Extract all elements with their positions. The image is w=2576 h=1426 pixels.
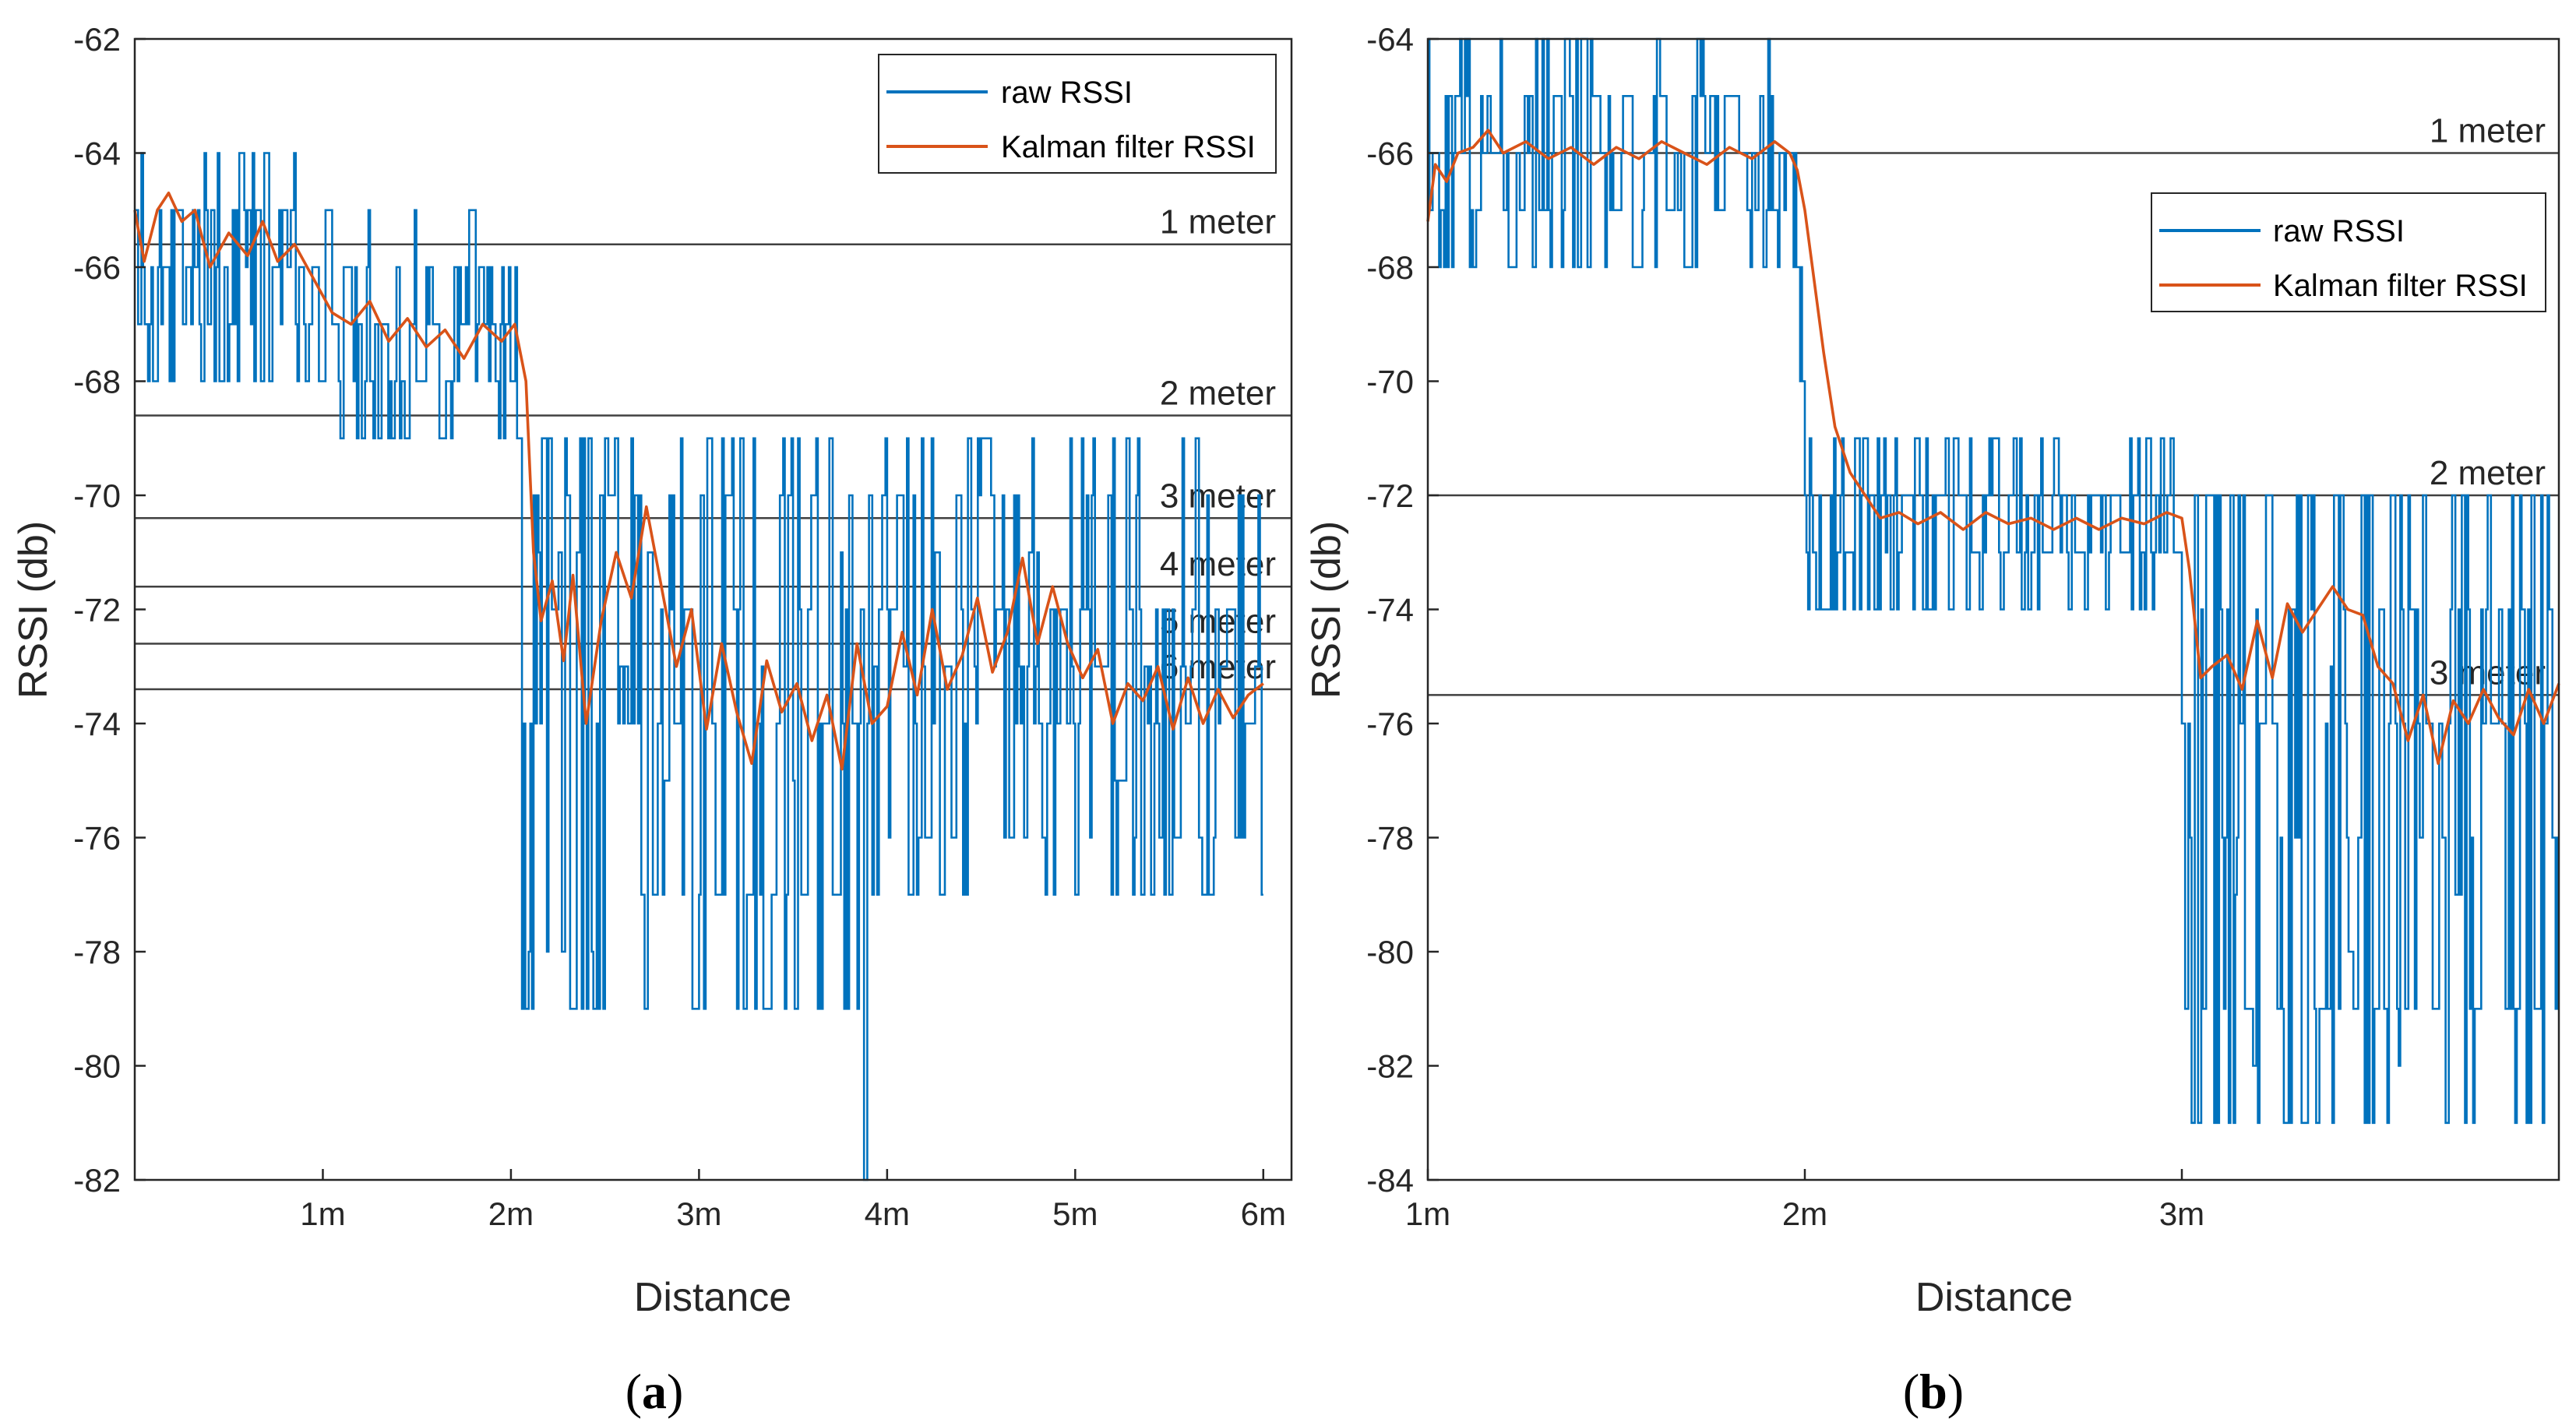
legend: raw RSSI Kalman filter RSSI (878, 54, 1277, 174)
series-raw-rssi (135, 152, 1263, 1181)
y-tick-label: -68 (1366, 249, 1414, 286)
panel-b: 1 meter 2 meter 3 meter 1m 2m 3m -64 -66 -68 -7… (1304, 21, 2560, 1419)
y-tick-label: -70 (1366, 364, 1414, 400)
x-tick-label: 2m (488, 1195, 534, 1232)
y-tick-label: -66 (1366, 136, 1414, 172)
y-tick-label: -74 (1366, 592, 1414, 628)
y-axis-title: RSSI (db) (11, 521, 56, 699)
y-tick-label: -78 (73, 934, 121, 970)
reference-line-label: 3 meter (2430, 653, 2546, 692)
reference-line-label: 1 meter (1160, 203, 1276, 241)
y-tick-label: -82 (73, 1162, 121, 1199)
y-tick-label: -82 (1366, 1048, 1414, 1085)
y-tick-label: -74 (73, 706, 121, 742)
y-tick-label: -64 (73, 136, 121, 172)
y-axis-title: RSSI (db) (1304, 521, 1349, 699)
reference-line-label: 4 meter (1160, 545, 1276, 583)
y-tick-label: -80 (1366, 934, 1414, 970)
series-kalman-rssi (133, 192, 1264, 771)
y-tick-label: -84 (1366, 1162, 1414, 1199)
series-kalman-rssi (1426, 129, 2560, 766)
y-tick-label: -72 (1366, 477, 1414, 514)
y-tick-label: -68 (73, 364, 121, 400)
x-tick-label: 5m (1052, 1195, 1098, 1232)
y-tick-label: -72 (73, 592, 121, 628)
x-tick-label: 1m (1405, 1195, 1450, 1232)
panel-letter: a (642, 1364, 667, 1419)
y-tick-label: -62 (73, 21, 121, 58)
y-tick-label: -76 (73, 820, 121, 857)
panel-label-b: (b) (1903, 1364, 1964, 1419)
x-tick-label: 6m (1241, 1195, 1286, 1232)
legend-box (2151, 192, 2546, 312)
x-axis-title: Distance (1915, 1275, 2073, 1320)
reference-line-label: 2 meter (2430, 454, 2546, 492)
x-tick-label: 2m (1782, 1195, 1827, 1232)
y-tick-label: -76 (1366, 706, 1414, 742)
x-tick-label: 4m (865, 1195, 910, 1232)
panel-label-a: (a) (625, 1364, 684, 1419)
y-tick-label: -70 (73, 477, 121, 514)
legend-box (878, 54, 1277, 174)
reference-line-label: 2 meter (1160, 374, 1276, 412)
series-raw-rssi (1428, 37, 2559, 1125)
legend: raw RSSI Kalman filter RSSI (2151, 192, 2546, 312)
panel-letter: b (1919, 1364, 1947, 1419)
reference-line-label: 3 meter (1160, 477, 1276, 515)
x-tick-label: 3m (2159, 1195, 2204, 1232)
x-tick-label: 3m (676, 1195, 721, 1232)
y-tick-label: -78 (1366, 820, 1414, 857)
legend-label-raw: raw RSSI (1001, 76, 1133, 110)
x-tick-label: 1m (300, 1195, 345, 1232)
reference-line-label: 1 meter (2430, 112, 2546, 150)
x-axis-title: Distance (634, 1275, 791, 1320)
y-tick-label: -64 (1366, 21, 1414, 58)
y-tick-label: -80 (73, 1048, 121, 1085)
legend-label-raw: raw RSSI (2273, 214, 2405, 248)
legend-label-kalman: Kalman filter RSSI (2273, 269, 2528, 303)
legend-label-kalman: Kalman filter RSSI (1001, 130, 1256, 164)
y-tick-label: -66 (73, 249, 121, 286)
